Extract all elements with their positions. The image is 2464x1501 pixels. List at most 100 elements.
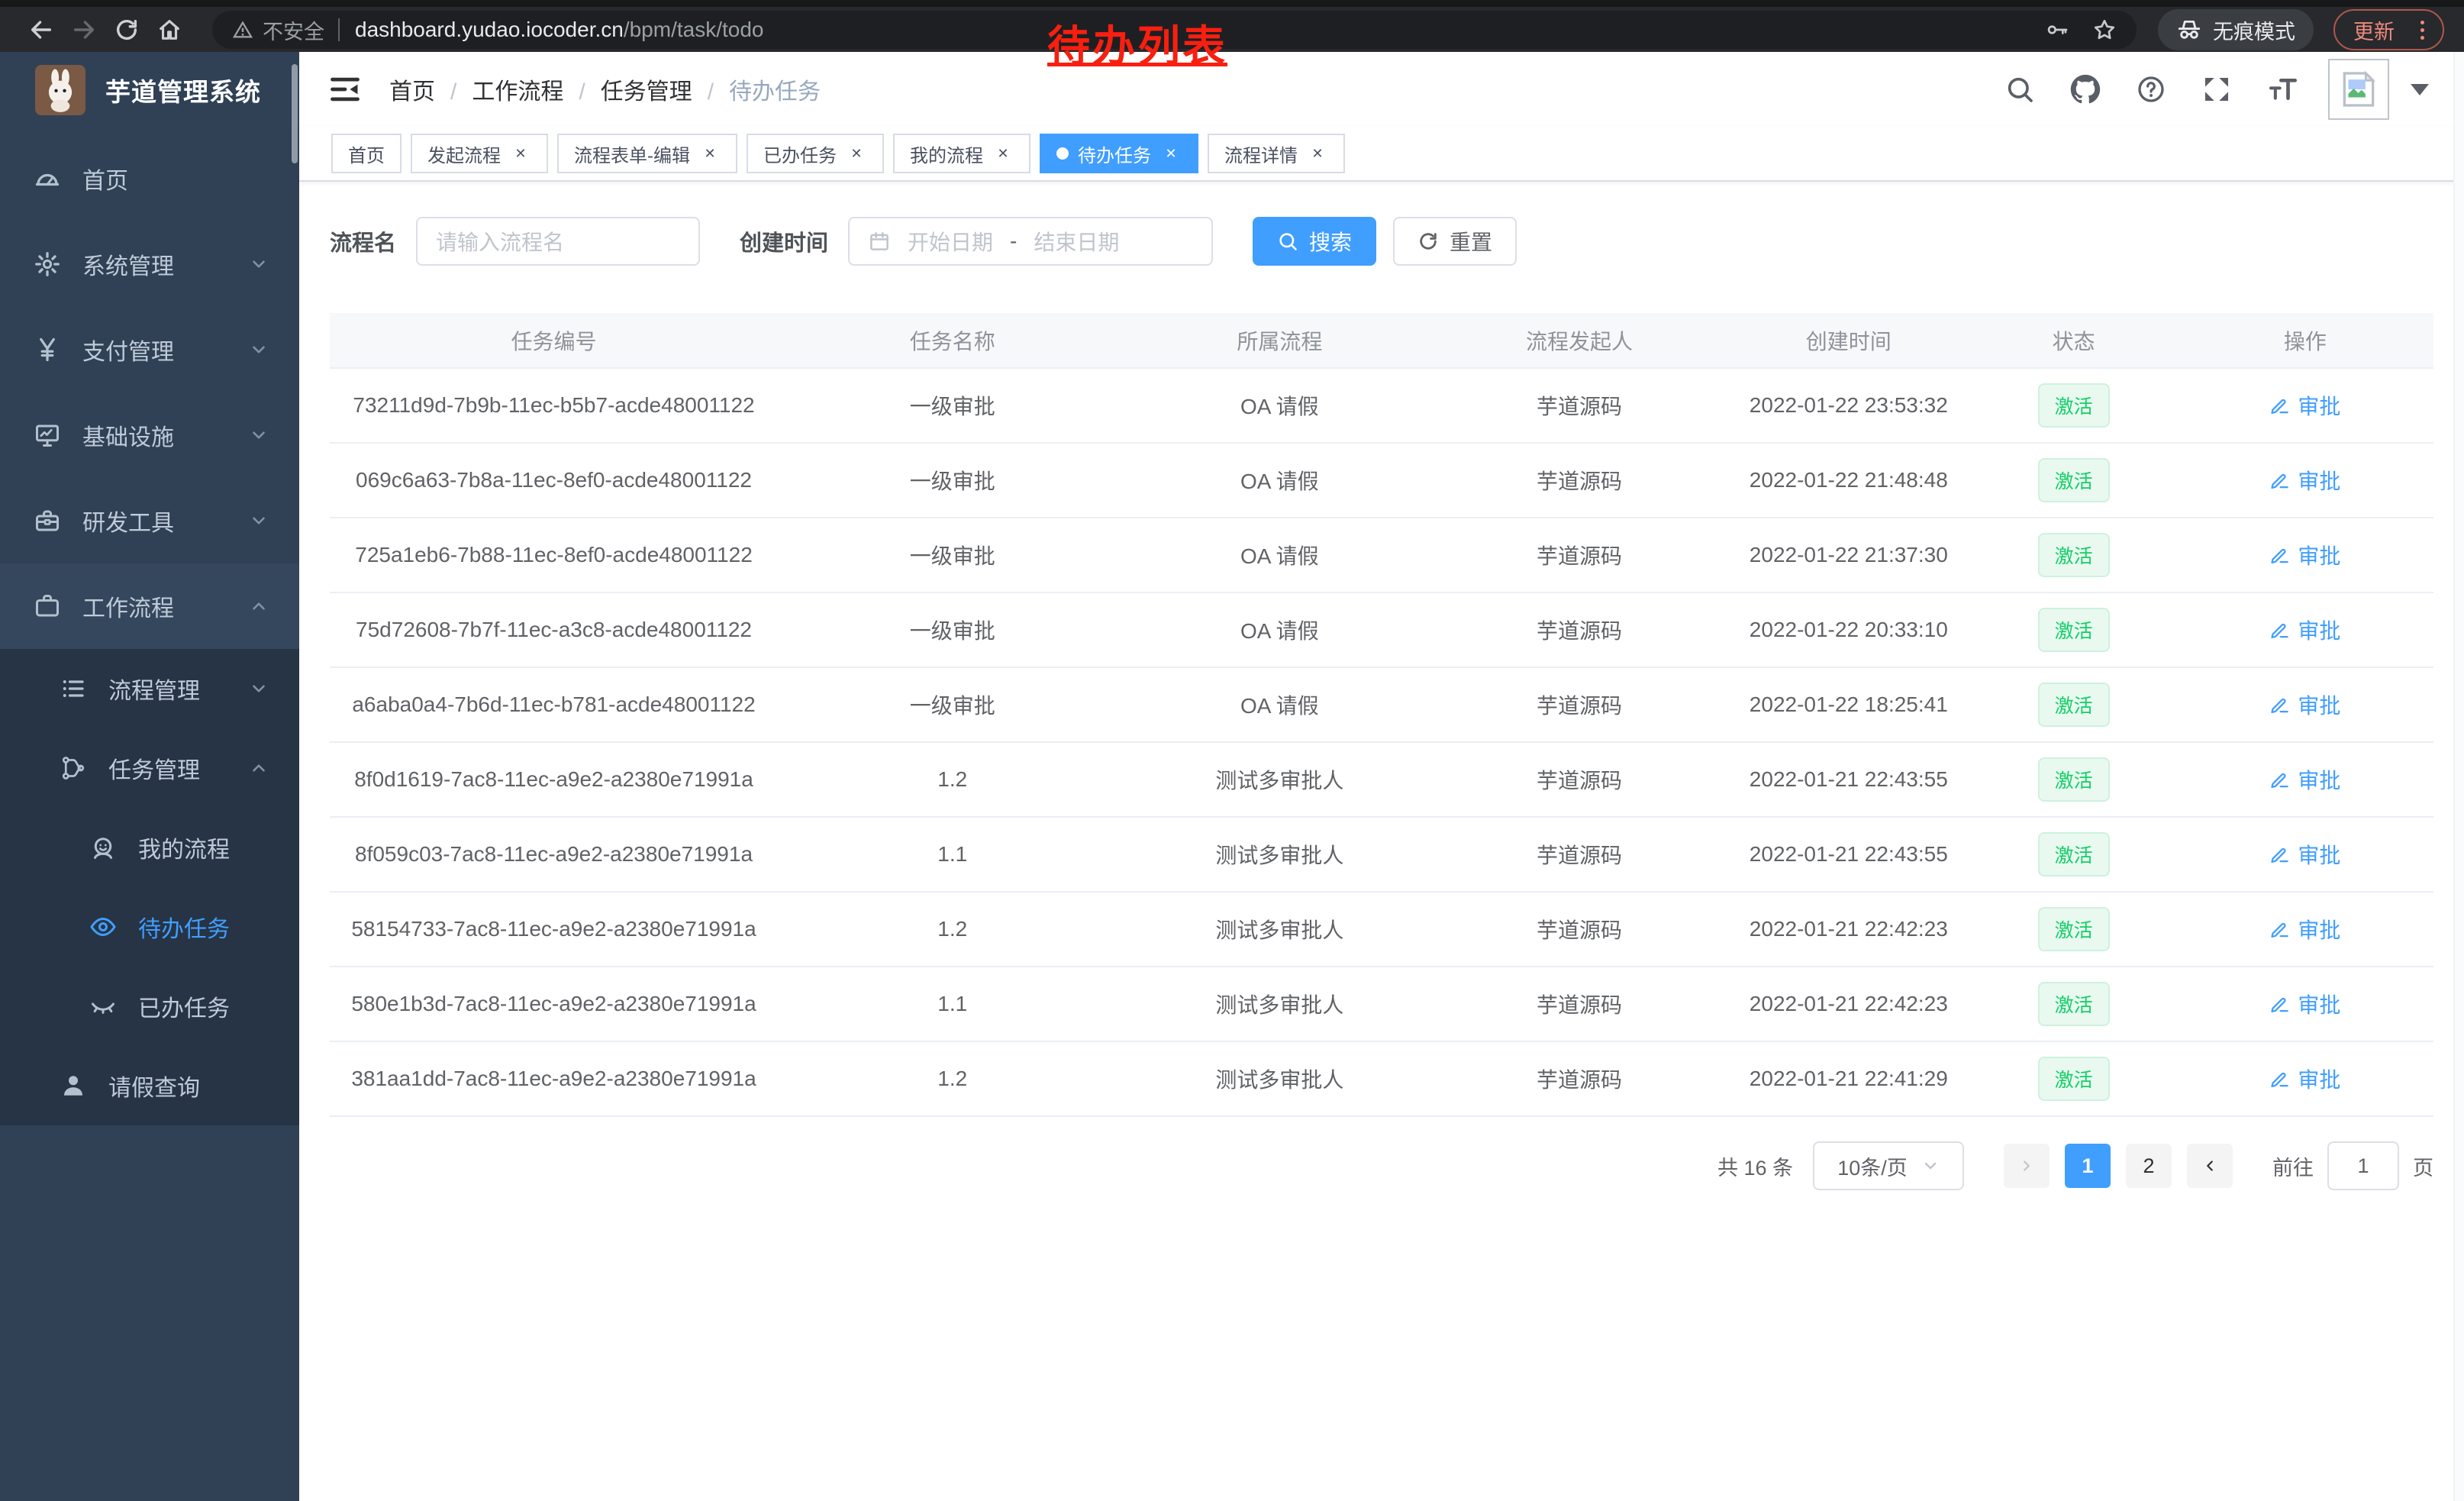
menu-item-icon	[34, 336, 61, 363]
browser-forward-button[interactable]	[63, 10, 105, 50]
tag-view-item[interactable]: 首页	[331, 134, 402, 173]
sidebar-item[interactable]: 任务管理	[0, 728, 299, 808]
approve-link[interactable]: 审批	[2269, 764, 2340, 795]
approve-link[interactable]: 审批	[2269, 615, 2340, 645]
sidebar-collapse-icon[interactable]	[328, 73, 362, 106]
chevron-down-icon	[249, 679, 269, 699]
cell-initiator: 芋道源码	[1432, 443, 1727, 518]
close-icon[interactable]	[992, 143, 1014, 164]
approve-link[interactable]: 审批	[2269, 540, 2340, 570]
sidebar-item[interactable]: 待办任务	[0, 887, 299, 967]
pen-icon	[2269, 619, 2290, 640]
sidebar-item[interactable]: 基础设施	[0, 392, 299, 478]
approve-link[interactable]: 审批	[2269, 1064, 2340, 1094]
table-row: 8f0d1619-7ac8-11ec-a9e2-a2380e71991a 1.2…	[330, 742, 2433, 818]
sidebar-item[interactable]: 系统管理	[0, 221, 299, 307]
approve-link[interactable]: 审批	[2269, 465, 2340, 495]
close-icon[interactable]	[699, 143, 721, 164]
sidebar-item[interactable]: 我的流程	[0, 808, 299, 887]
status-badge: 激活	[2037, 683, 2110, 727]
breadcrumb-item[interactable]: 工作流程	[472, 73, 600, 106]
page-size-select[interactable]: 10条/页	[1813, 1141, 1964, 1190]
close-icon[interactable]	[1160, 143, 1182, 164]
avatar[interactable]	[2328, 59, 2389, 120]
next-page-button[interactable]	[2187, 1144, 2233, 1188]
sidebar-item[interactable]: 首页	[0, 136, 299, 221]
menu-item-label: 已办任务	[138, 996, 230, 1022]
star-bookmark-icon[interactable]	[2092, 18, 2117, 42]
tag-label: 流程表单-编辑	[574, 145, 690, 166]
table-row: 73211d9d-7b9b-11ec-b5b7-acde48001122 一级审…	[330, 368, 2433, 444]
cell-task-id: 73211d9d-7b9b-11ec-b5b7-acde48001122	[330, 368, 779, 444]
goto-page-input[interactable]: 1	[2327, 1141, 2399, 1190]
tag-view-item[interactable]: 流程表单-编辑	[557, 134, 737, 173]
browser-update-button[interactable]: 更新	[2333, 9, 2444, 50]
navbar-icon[interactable]	[2070, 74, 2101, 105]
approve-link[interactable]: 审批	[2269, 689, 2340, 720]
cell-task-name: 1.1	[778, 967, 1127, 1042]
avatar-caret-icon[interactable]	[2411, 83, 2429, 95]
tag-label: 已办任务	[763, 145, 837, 166]
navbar-icon[interactable]	[2201, 74, 2232, 105]
navbar-icon[interactable]	[2267, 74, 2298, 105]
annotation-title: 待办列表	[1047, 22, 1227, 70]
sidebar-item[interactable]: 请假查询	[0, 1046, 299, 1125]
breadcrumb-item[interactable]: 待办任务	[729, 79, 821, 105]
tag-view-item[interactable]: 我的流程	[893, 134, 1030, 173]
cell-task-id: 8f0d1619-7ac8-11ec-a9e2-a2380e71991a	[330, 742, 779, 818]
pen-icon	[2269, 769, 2290, 789]
approve-link[interactable]: 审批	[2269, 989, 2340, 1019]
page-scrollbar[interactable]	[2453, 52, 2464, 1501]
chevron-down-icon	[249, 758, 269, 778]
sidebar-item[interactable]: 工作流程	[0, 563, 299, 649]
browser-back-button[interactable]	[20, 10, 63, 50]
sidebar-item[interactable]: 支付管理	[0, 307, 299, 392]
page-number-button[interactable]: 1	[2065, 1144, 2111, 1188]
page-number-button[interactable]: 2	[2126, 1144, 2172, 1188]
date-range-input[interactable]: 开始日期 - 结束日期	[848, 217, 1214, 266]
cell-process: 测试多审批人	[1127, 1041, 1433, 1117]
approve-link[interactable]: 审批	[2269, 839, 2340, 870]
status-badge: 激活	[2037, 383, 2110, 428]
process-name-input[interactable]: 请输入流程名	[416, 217, 701, 266]
menu-item-label: 任务管理	[108, 758, 200, 783]
sidebar-item[interactable]: 研发工具	[0, 478, 299, 563]
navbar-icon[interactable]	[2136, 74, 2166, 105]
browser-home-button[interactable]	[148, 10, 191, 50]
reset-button[interactable]: 重置	[1393, 217, 1517, 266]
pen-icon	[2269, 844, 2290, 864]
tag-view-item[interactable]: 流程详情	[1208, 134, 1345, 173]
approve-link[interactable]: 审批	[2269, 914, 2340, 944]
sidebar-item[interactable]: 已办任务	[0, 967, 299, 1046]
close-icon[interactable]	[846, 143, 867, 164]
breadcrumb-item[interactable]: 任务管理	[601, 73, 729, 106]
cell-task-name: 一级审批	[778, 667, 1127, 743]
tag-view-item[interactable]: 待办任务	[1040, 134, 1198, 173]
key-icon[interactable]	[2045, 18, 2069, 42]
address-bar[interactable]: 不安全 dashboard.yudao.iocoder.cn /bpm/task…	[212, 11, 2137, 49]
approve-link[interactable]: 审批	[2269, 390, 2340, 421]
browser-reload-button[interactable]	[105, 10, 148, 50]
prev-page-button[interactable]	[2004, 1144, 2050, 1188]
tag-view-item[interactable]: 已办任务	[747, 134, 884, 173]
more-vertical-icon[interactable]	[2420, 27, 2424, 32]
page-unit-label: 页	[2413, 1156, 2433, 1180]
tag-view-item[interactable]: 发起流程	[411, 134, 548, 173]
search-button[interactable]: 搜索	[1253, 217, 1377, 266]
cell-created: 2022-01-21 22:42:23	[1726, 892, 1971, 967]
breadcrumb-item[interactable]: 首页	[389, 73, 472, 106]
cell-task-name: 一级审批	[778, 443, 1127, 518]
navbar-icon[interactable]	[2004, 74, 2035, 105]
pen-icon	[2269, 395, 2290, 415]
sidebar-scrollbar[interactable]	[292, 64, 298, 163]
end-date-placeholder: 结束日期	[1034, 231, 1120, 254]
menu-item-icon	[34, 507, 61, 534]
cell-task-id: 580e1b3d-7ac8-11ec-a9e2-a2380e71991a	[330, 967, 779, 1042]
cell-task-id: 58154733-7ac8-11ec-a9e2-a2380e71991a	[330, 892, 779, 967]
close-icon[interactable]	[510, 143, 531, 164]
cell-created: 2022-01-21 22:42:23	[1726, 967, 1971, 1042]
menu-item-icon	[34, 250, 61, 278]
brand[interactable]: 芋道管理系统	[0, 52, 299, 128]
close-icon[interactable]	[1307, 143, 1328, 164]
sidebar-item[interactable]: 流程管理	[0, 649, 299, 728]
